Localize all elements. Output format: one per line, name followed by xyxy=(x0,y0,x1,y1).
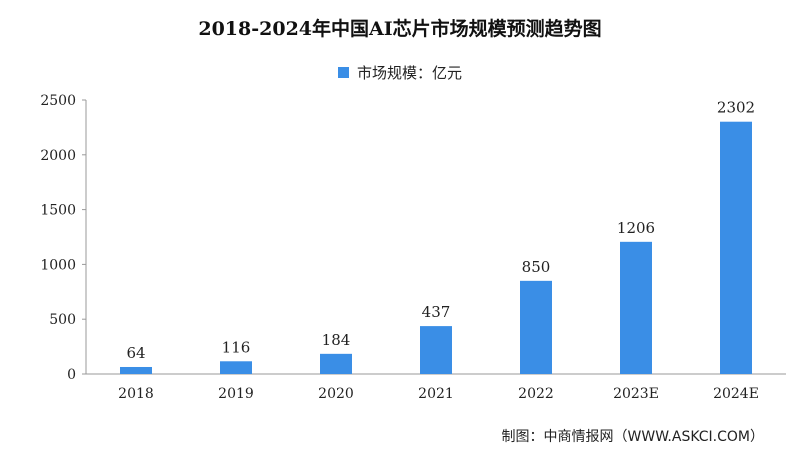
data-label: 184 xyxy=(322,331,351,349)
data-label: 116 xyxy=(222,338,251,356)
data-label: 64 xyxy=(126,344,145,362)
x-tick-label: 2020 xyxy=(318,386,354,402)
bar xyxy=(620,241,652,374)
x-tick-label: 2018 xyxy=(118,386,154,402)
y-tick-label: 0 xyxy=(67,367,76,383)
bar xyxy=(420,326,452,374)
y-tick-label: 2000 xyxy=(40,148,76,164)
data-label: 850 xyxy=(522,258,551,276)
data-label: 1206 xyxy=(617,219,655,237)
y-tick-label: 500 xyxy=(49,312,76,328)
y-tick-label: 2500 xyxy=(40,93,76,109)
x-tick-label: 2022 xyxy=(518,386,554,402)
x-tick-label: 2023E xyxy=(613,386,659,402)
x-tick-label: 2019 xyxy=(218,386,254,402)
bar xyxy=(220,361,252,374)
data-label: 437 xyxy=(422,303,451,321)
x-tick-label: 2021 xyxy=(418,386,454,402)
x-tick-label: 2024E xyxy=(713,386,759,402)
chart-title: 2018-2024年中国AI芯片市场规模预测趋势图 xyxy=(198,18,602,40)
y-tick-label: 1500 xyxy=(40,203,76,219)
bar xyxy=(320,353,352,374)
chart-source: 制图：中商情报网（WWW.ASKCI.COM） xyxy=(501,429,764,445)
y-tick-label: 1000 xyxy=(40,257,76,273)
legend-swatch xyxy=(337,67,349,78)
legend-label: 市场规模：亿元 xyxy=(356,64,462,82)
bar xyxy=(120,366,152,374)
data-label: 2302 xyxy=(717,99,755,117)
bar xyxy=(520,280,552,374)
bar xyxy=(720,121,752,374)
chart-legend: 市场规模：亿元 xyxy=(0,62,800,83)
